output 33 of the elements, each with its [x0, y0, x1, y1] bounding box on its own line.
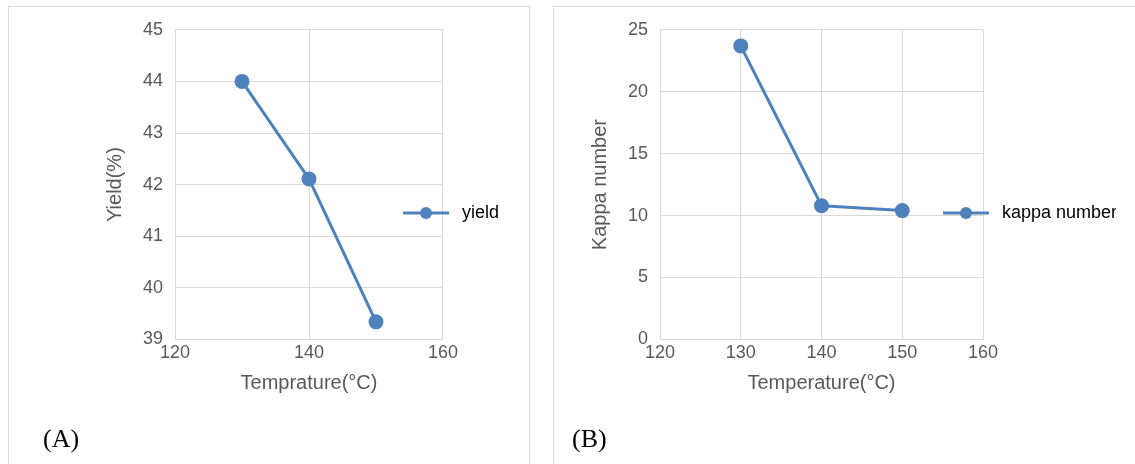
point	[733, 38, 749, 54]
y-tick-label: 45	[142, 18, 164, 39]
legend-label: yield	[461, 201, 500, 222]
y-tick-label: 41	[142, 225, 164, 246]
x-tick-label: 160	[427, 342, 458, 363]
text: (B)	[572, 424, 607, 453]
x-tick-label: 130	[725, 342, 756, 363]
x-tick-label: 120	[645, 342, 676, 363]
y-tick-label: 20	[627, 80, 649, 101]
x-tick-label: 140	[293, 342, 325, 363]
x-axis-title: Temprature(°C)	[240, 370, 378, 393]
x-tick-label: 140	[806, 342, 837, 363]
y-tick-label: 5	[638, 266, 649, 287]
point	[894, 203, 910, 219]
y-tick-label: 10	[627, 204, 649, 225]
text: (A)	[43, 424, 80, 453]
y-tick-label: 15	[627, 142, 649, 163]
y-axis-title: Yield(%)	[102, 147, 125, 223]
x-tick-label: 150	[887, 342, 918, 363]
y-tick-label: 44	[142, 70, 164, 91]
y-axis-title: Kappa number	[587, 118, 610, 251]
x-tick-label: 120	[160, 342, 191, 363]
point	[368, 314, 384, 330]
legend-label: kappa number	[1002, 201, 1118, 222]
x-tick-label: 160	[967, 342, 999, 363]
y-tick-label: 43	[142, 121, 164, 142]
point	[234, 73, 250, 89]
y-tick-label: 25	[627, 18, 649, 39]
y-tick-label: 40	[142, 276, 164, 297]
y-tick-label: 42	[142, 173, 164, 194]
point	[814, 198, 830, 214]
x-axis-title: Temperature(°C)	[747, 370, 896, 393]
point	[301, 171, 317, 187]
